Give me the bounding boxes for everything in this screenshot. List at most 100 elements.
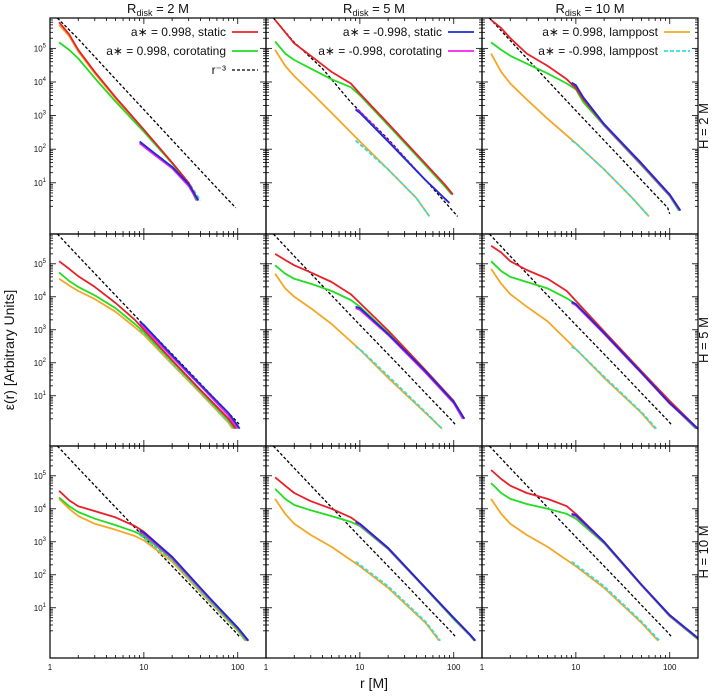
series-line-ref xyxy=(56,18,237,209)
series-line-ref xyxy=(488,18,671,215)
series-line-s6 xyxy=(355,139,431,217)
x-tick-label: 100 xyxy=(663,663,677,672)
series-line-s6 xyxy=(139,329,235,430)
x-tick-label: 1 xyxy=(480,663,485,672)
y-tick-label: 104 xyxy=(34,77,47,87)
series-line-s3 xyxy=(571,81,682,212)
y-tick-label: 102 xyxy=(34,570,47,580)
row-title-3: H = 10 M xyxy=(696,525,711,578)
row-title-1: H = 2 M xyxy=(696,103,711,149)
series-line-ref xyxy=(272,234,457,426)
series-line-s1 xyxy=(58,21,200,201)
x-tick-label: 10 xyxy=(139,663,148,672)
legend-label-s2: a∗ = 0.998, corotating xyxy=(106,44,226,58)
series-line-s6 xyxy=(571,346,657,430)
series-line-s5 xyxy=(58,498,246,642)
y-tick-label: 101 xyxy=(34,391,47,401)
series-line-s6 xyxy=(571,560,661,642)
series-line-s6 xyxy=(355,346,443,430)
y-tick-label: 105 xyxy=(34,259,47,269)
series-line-s5 xyxy=(490,268,656,430)
row-titles: H = 2 M H = 5 M H = 10 M xyxy=(696,103,711,578)
panel-curves xyxy=(272,446,477,642)
panel-curves xyxy=(272,234,466,430)
panel-r1-c3: a∗ = 0.998, lamppost a∗ = -0.998, lamppos… xyxy=(481,17,699,235)
series-line-s3 xyxy=(139,529,250,642)
y-tick-label: 101 xyxy=(34,178,47,188)
panel-r3-c2: 1 10 100 xyxy=(264,445,483,672)
y-tick-label: 104 xyxy=(34,504,47,514)
series-line-s2 xyxy=(274,488,475,642)
series-line-s3 xyxy=(571,513,698,640)
y-axis-label: ε(r) [Arbitrary Units] xyxy=(1,290,17,411)
series-line-s3 xyxy=(355,305,466,420)
series-line-s6 xyxy=(571,139,650,218)
panel-frame xyxy=(481,445,699,659)
x-tick-label: 100 xyxy=(447,663,461,672)
series-line-s3 xyxy=(355,521,477,642)
y-tick-label: 102 xyxy=(34,358,47,368)
series-line-s2 xyxy=(58,271,236,430)
series-line-ref xyxy=(488,234,673,426)
series-line-s5 xyxy=(490,498,659,642)
series-line-s2 xyxy=(58,496,248,642)
column-titles: Rdisk = 2 M Rdisk = 5 M Rdisk = 10 M xyxy=(127,1,625,18)
series-line-s3 xyxy=(355,108,451,204)
series-line-s6 xyxy=(355,560,442,642)
series-line-s2 xyxy=(490,260,697,430)
x-tick-label: 1 xyxy=(48,663,53,672)
x-tick-label: 100 xyxy=(231,663,245,672)
y-tick-label: 103 xyxy=(34,111,47,121)
series-line-s1 xyxy=(490,469,698,640)
series-line-s2 xyxy=(490,41,680,211)
legend-label-s5: a∗ = 0.998, lamppost xyxy=(542,25,658,39)
series-line-ref xyxy=(56,446,241,638)
legend-label-s6: a∗ = -0.998, lamppost xyxy=(538,44,658,58)
y-tick-label: 101 xyxy=(34,603,47,613)
y-tick-label: 104 xyxy=(34,292,47,302)
series-line-s5 xyxy=(274,498,440,642)
column-title-3: Rdisk = 10 M xyxy=(555,1,624,18)
series-line-s2 xyxy=(58,41,197,201)
y-tick-label: 105 xyxy=(34,471,47,481)
series-line-s3 xyxy=(139,140,200,201)
panel-curves xyxy=(488,234,698,430)
panel-curves xyxy=(56,446,250,642)
series-line-s1 xyxy=(274,476,477,642)
panel-curves xyxy=(56,234,241,430)
column-title-2: Rdisk = 5 M xyxy=(343,1,405,18)
y-tick-label: 103 xyxy=(34,325,47,335)
panel-r1-c2: a∗ = -0.998, static a∗ = -0.998, corotati… xyxy=(265,17,483,235)
series-line-ref xyxy=(272,446,457,638)
y-tick-label: 102 xyxy=(34,144,47,154)
series-line-s5 xyxy=(58,278,234,430)
panel-r2-c1: 101 102 103 104 105 xyxy=(34,233,267,447)
legend-label-s3: a∗ = -0.998, static xyxy=(343,25,442,39)
series-line-s4 xyxy=(355,521,476,642)
panel-curves xyxy=(488,18,682,218)
series-line-s5 xyxy=(274,49,431,217)
series-line-s1 xyxy=(58,490,250,642)
y-tick-label: 103 xyxy=(34,537,47,547)
series-line-s2 xyxy=(274,264,464,420)
series-line-s4 xyxy=(355,307,464,420)
panel-curves xyxy=(272,18,459,217)
panel-curves xyxy=(56,18,237,209)
series-line-s1 xyxy=(58,260,237,430)
series-line-s1 xyxy=(274,253,466,420)
legend-label-s1: a∗ = 0.998, static xyxy=(131,25,226,39)
series-line-s5 xyxy=(274,273,443,430)
panel-curves xyxy=(488,446,698,642)
panel-r3-c3: 1 10 100 xyxy=(480,445,699,672)
panel-r2-c2 xyxy=(265,233,483,447)
x-axis-label: r [M] xyxy=(360,675,388,691)
y-tick-label: 105 xyxy=(34,43,47,53)
legend-label-s4: a∗ = -0.998, corotating xyxy=(318,44,442,58)
series-line-s2 xyxy=(274,40,453,196)
series-line-s4 xyxy=(139,142,198,201)
panel-r2-c3 xyxy=(481,233,699,447)
series-line-ref xyxy=(488,446,673,638)
row-title-2: H = 5 M xyxy=(696,317,711,363)
